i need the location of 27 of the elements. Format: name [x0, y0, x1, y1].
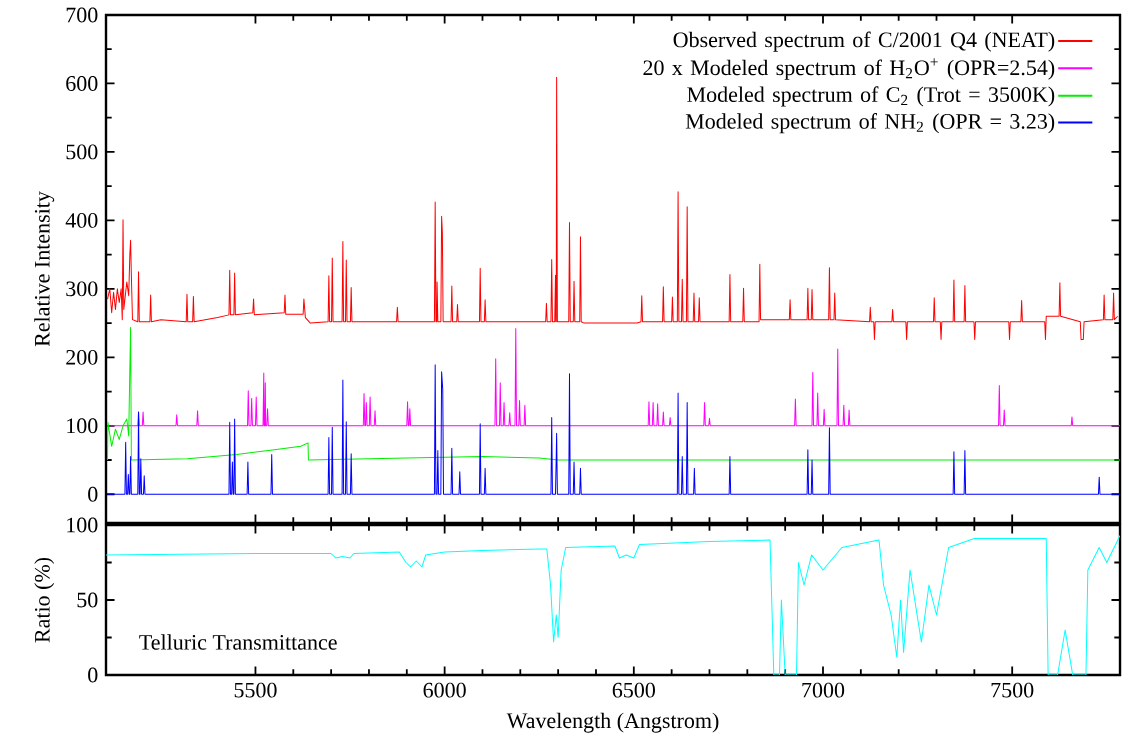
- text: Telluric Transmittance: [139, 634, 337, 650]
- x-tick-label: 7500: [991, 682, 1034, 698]
- x-tick-label: 7000: [802, 682, 845, 698]
- y-tick-label: 100: [67, 517, 98, 533]
- y-tick-label: 50: [77, 592, 98, 608]
- legend-label: 20 x Modeled spectrum of H$_{2}$O$^{+}$ (OPR=2.54): [643, 58, 1055, 80]
- y-tick-label: 200: [66, 349, 98, 365]
- y-tick-label: 400: [65, 212, 98, 228]
- line-series: [107, 326, 1121, 461]
- y-tick-label: 600: [66, 76, 98, 91]
- x-tick-label: 6500: [612, 682, 655, 698]
- line-series: [107, 328, 1121, 427]
- y-axis-title: Ratio (%): [34, 557, 55, 643]
- y-tick-label: 300: [66, 281, 98, 297]
- y-tick-label: 0: [88, 667, 98, 683]
- x-tick-label: 5500: [234, 682, 277, 698]
- x-axis-title: Wavelength (Angstrom): [506, 712, 719, 733]
- y-tick-label: 100: [67, 418, 98, 434]
- y-tick-label: 0: [88, 486, 98, 502]
- legend-label: Observed spectrum of C/2001 Q4 (NEAT): [673, 31, 1055, 52]
- legend-label: Modeled spectrum of NH$_{2}$ (OPR = 3.23): [685, 113, 1055, 134]
- line-series: [107, 364, 1121, 495]
- x-tick-label: 6000: [423, 682, 466, 698]
- legend-label: Modeled spectrum of C$_{2}$ (Trot = 3500K): [687, 86, 1055, 107]
- y-axis-title: Relative Intensity: [34, 191, 55, 347]
- y-tick-label: 700: [66, 7, 98, 23]
- y-tick-label: 500: [66, 144, 98, 160]
